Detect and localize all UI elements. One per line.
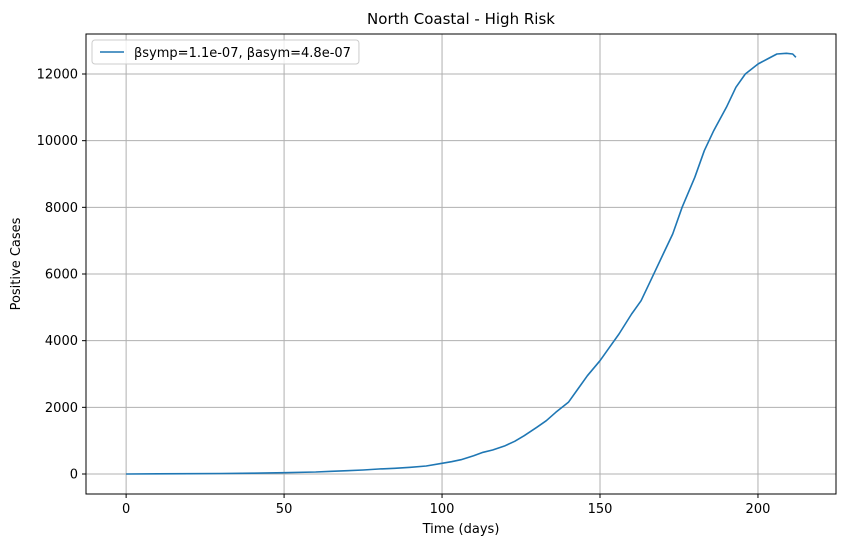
y-tick-label: 0 [70,468,78,483]
legend-label: βsymp=1.1e-07, βasym=4.8e-07 [134,46,351,61]
x-tick-label: 0 [122,502,130,517]
x-tick-label: 100 [430,502,455,517]
plot-frame [85,33,837,495]
series-line [126,52,797,475]
y-tick-label: 12000 [37,68,78,83]
x-tick-label: 50 [276,502,293,517]
grid [86,34,836,494]
y-tick-label: 2000 [45,401,78,416]
x-tick-label: 200 [746,502,771,517]
y-tick-label: 10000 [37,134,78,149]
y-tick-label: 6000 [45,268,78,283]
legend: βsymp=1.1e-07, βasym=4.8e-07 [91,39,360,65]
x-axis-label: Time (days) [422,522,500,537]
y-tick-label: 8000 [45,201,78,216]
series-layer [126,52,797,475]
chart-title: North Coastal - High Risk [367,10,555,28]
x-tick-label: 150 [588,502,613,517]
legend-box [91,39,360,65]
y-tick-label: 4000 [45,334,78,349]
y-axis-label: Positive Cases [9,217,24,310]
